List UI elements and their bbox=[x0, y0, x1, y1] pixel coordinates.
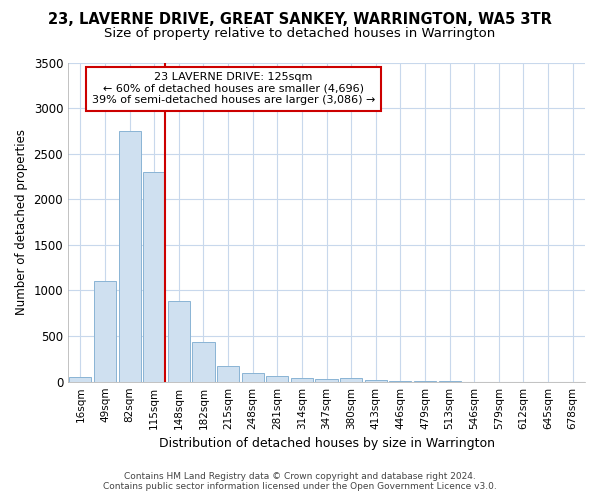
Bar bbox=[119, 131, 140, 382]
Bar bbox=[94, 282, 116, 382]
Bar bbox=[389, 381, 412, 382]
Bar bbox=[291, 378, 313, 382]
Bar bbox=[340, 378, 362, 382]
Text: 23, LAVERNE DRIVE, GREAT SANKEY, WARRINGTON, WA5 3TR: 23, LAVERNE DRIVE, GREAT SANKEY, WARRING… bbox=[48, 12, 552, 28]
Bar bbox=[266, 376, 289, 382]
Text: Size of property relative to detached houses in Warrington: Size of property relative to detached ho… bbox=[104, 28, 496, 40]
Text: Contains HM Land Registry data © Crown copyright and database right 2024.
Contai: Contains HM Land Registry data © Crown c… bbox=[103, 472, 497, 491]
Bar bbox=[143, 172, 165, 382]
Bar bbox=[193, 342, 215, 382]
Text: 23 LAVERNE DRIVE: 125sqm
← 60% of detached houses are smaller (4,696)
39% of sem: 23 LAVERNE DRIVE: 125sqm ← 60% of detach… bbox=[92, 72, 375, 106]
Bar bbox=[242, 373, 264, 382]
Bar bbox=[69, 377, 91, 382]
X-axis label: Distribution of detached houses by size in Warrington: Distribution of detached houses by size … bbox=[158, 437, 494, 450]
Bar bbox=[316, 380, 338, 382]
Bar bbox=[365, 380, 387, 382]
Y-axis label: Number of detached properties: Number of detached properties bbox=[15, 129, 28, 315]
Bar bbox=[168, 302, 190, 382]
Bar bbox=[217, 366, 239, 382]
